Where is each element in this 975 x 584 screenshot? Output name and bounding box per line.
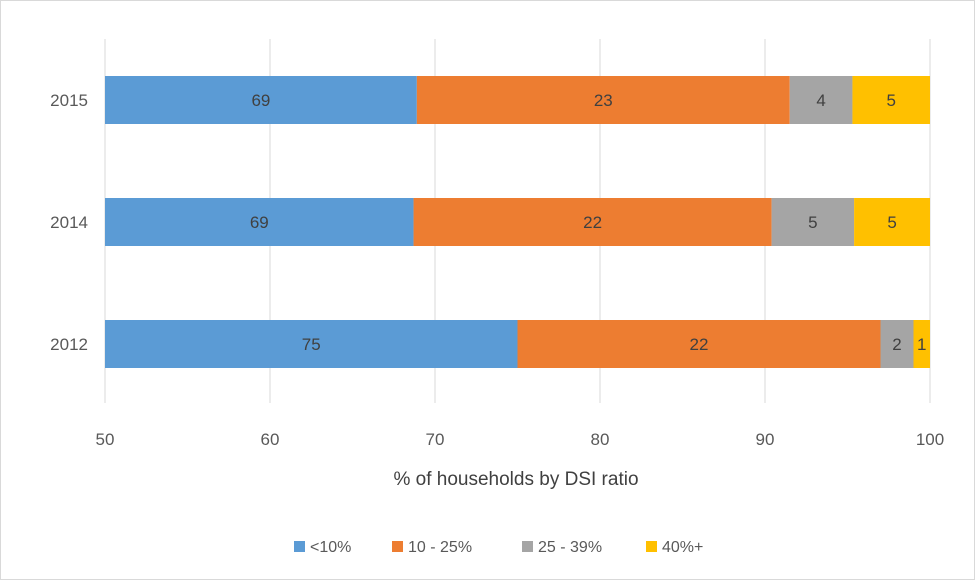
bar-segment [771, 198, 855, 246]
legend-swatch [646, 541, 657, 552]
x-tick-label: 70 [426, 430, 445, 449]
bar-segment [105, 320, 518, 368]
bar-segment [880, 320, 914, 368]
data-label: 23 [594, 91, 613, 110]
data-label: 1 [917, 335, 926, 354]
category-labels: 2015 2014 2012 [50, 91, 88, 354]
legend: <10% 10 - 25% 25 - 39% 40%+ [294, 539, 703, 556]
x-tick-label: 80 [591, 430, 610, 449]
bar-segment [517, 320, 881, 368]
legend-label: 25 - 39% [538, 539, 602, 556]
legend-swatch [522, 541, 533, 552]
data-label: 5 [808, 213, 817, 232]
bar-segment [852, 76, 930, 124]
legend-label: 10 - 25% [408, 539, 472, 556]
legend-swatch [294, 541, 305, 552]
bar-segment [105, 198, 414, 246]
data-label: 69 [251, 91, 270, 110]
x-axis-label: % of households by DSI ratio [393, 469, 638, 490]
bars: 69 69 75 23 22 22 4 5 2 5 5 1 [105, 76, 930, 368]
bar-segment [913, 320, 930, 368]
data-label: 69 [250, 213, 269, 232]
bar-segment [416, 76, 790, 124]
bar-segment [105, 76, 417, 124]
data-label: 5 [887, 213, 896, 232]
data-label: 75 [302, 335, 321, 354]
data-label: 22 [583, 213, 602, 232]
x-tick-labels: 50 60 70 80 90 100 [96, 430, 945, 449]
bar-segment [413, 198, 772, 246]
category-label: 2015 [50, 91, 88, 110]
bar-segment [854, 198, 930, 246]
x-tick-label: 50 [96, 430, 115, 449]
bar-segment [789, 76, 853, 124]
legend-label: <10% [310, 539, 351, 556]
data-label: 22 [690, 335, 709, 354]
category-label: 2012 [50, 335, 88, 354]
legend-label: 40%+ [662, 539, 703, 556]
category-label: 2014 [50, 213, 88, 232]
data-label: 4 [816, 91, 825, 110]
data-label: 2 [892, 335, 901, 354]
legend-swatch [392, 541, 403, 552]
x-tick-label: 100 [916, 430, 944, 449]
x-tick-label: 90 [756, 430, 775, 449]
x-tick-label: 60 [261, 430, 280, 449]
data-label: 5 [886, 91, 895, 110]
